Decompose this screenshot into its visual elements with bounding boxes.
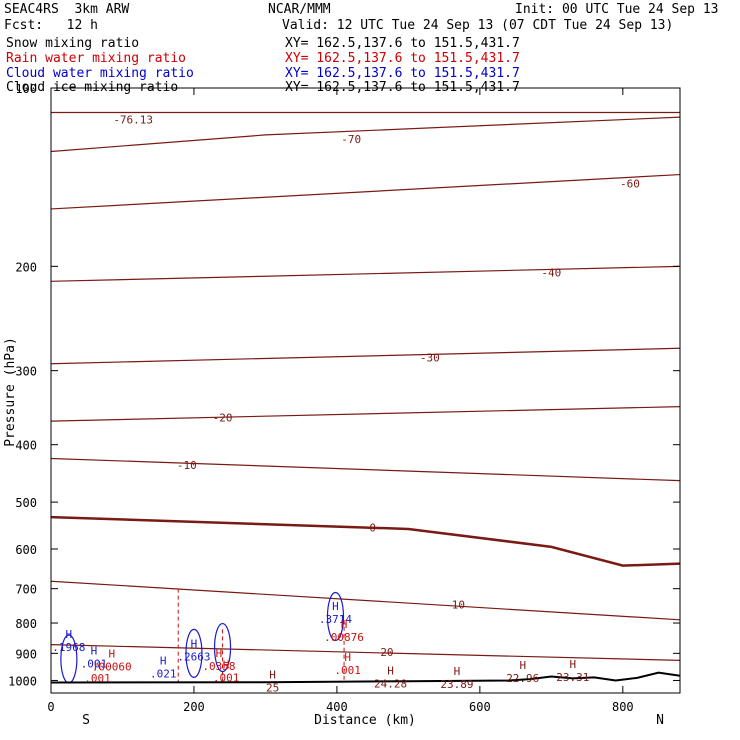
isotherm-line — [50, 347, 681, 365]
cloud-water-contour — [185, 628, 203, 678]
cloud-water-contour — [326, 591, 345, 642]
max-marker-h: H — [91, 644, 98, 657]
rain-contours — [177, 588, 345, 682]
max-marker-value: .00876 — [324, 631, 364, 644]
max-marker-h: H — [160, 655, 167, 668]
y-tick-label: 900 — [15, 647, 37, 661]
terrain-line — [50, 671, 681, 684]
y-tick-label: 800 — [15, 617, 37, 631]
isotherm-line — [50, 644, 681, 661]
cloud-water-contour — [213, 622, 232, 673]
max-marker-h: H — [108, 647, 115, 660]
max-marker-value: 25 — [266, 681, 279, 694]
isotherm-line — [50, 457, 681, 482]
isotherm-line — [50, 406, 681, 422]
max-marker-h: H — [216, 647, 223, 660]
model-title: SEAC4RS 3km ARW — [4, 2, 130, 17]
contour-label: -60 — [620, 178, 640, 191]
y-axis-label: Pressure (hPa) — [3, 337, 18, 447]
max-marker-value: 22.96 — [506, 672, 539, 685]
max-marker-h: H — [332, 600, 339, 613]
contour-labels: -76.13 -70 -60 -40 -30 -20 -10 0 10 20 — [113, 113, 640, 658]
field-xy-snow: XY= 162.5,137.6 to 151.5,431.7 — [285, 36, 520, 51]
max-marker-value: .001 — [81, 657, 108, 670]
max-marker-value: .0358 — [202, 660, 235, 673]
max-marker-value: 24.28 — [374, 677, 407, 690]
max-marker-h: H — [341, 618, 348, 631]
max-marker-value: .00060 — [92, 660, 132, 673]
isotherm-line — [50, 515, 681, 567]
init-time: Init: 00 UTC Tue 24 Sep 13 — [515, 2, 719, 17]
x-axis-label: Distance (km) — [314, 713, 416, 728]
x-tick-label: 400 — [326, 700, 348, 714]
max-marker-value: .001 — [213, 672, 240, 685]
x-axis-end-label: N — [656, 713, 664, 728]
y-tick-label: 100 — [15, 82, 37, 96]
contour-label: -20 — [213, 412, 233, 425]
field-xy-cloud-water: XY= 162.5,137.6 to 151.5,431.7 — [285, 66, 520, 81]
organization: NCAR/MMM — [268, 2, 331, 17]
y-tick-label: 700 — [15, 583, 37, 597]
max-marker-h: H — [454, 665, 461, 678]
field-xy-rain: XY= 162.5,137.6 to 151.5,431.7 — [285, 51, 520, 66]
max-marker-value: .3714 — [319, 613, 352, 626]
x-axis-start-label: S — [82, 713, 90, 728]
y-tick-label: 600 — [15, 543, 37, 557]
max-marker-value: 23.31 — [556, 671, 589, 684]
max-marker-h: H — [519, 659, 526, 672]
cloud-water-contours — [60, 591, 345, 684]
field-label-snow: Snow mixing ratio — [6, 36, 140, 51]
max-marker-h: H — [387, 664, 394, 677]
max-marker-h: H — [66, 628, 73, 641]
max-marker-value: .001 — [334, 664, 361, 677]
y-tick-label: 300 — [15, 365, 37, 379]
contour-label: 20 — [380, 646, 393, 659]
contour-label: -30 — [420, 351, 440, 364]
max-marker-h: H — [223, 659, 230, 672]
max-marker-value: .2663 — [177, 650, 210, 663]
temperature-isotherms — [50, 111, 681, 661]
x-tick-label: 0 — [47, 700, 54, 714]
contour-label: 0 — [369, 522, 376, 535]
max-marker-h: H — [569, 658, 576, 671]
contour-label: -40 — [541, 267, 561, 280]
max-marker-h: H — [344, 651, 351, 664]
max-marker-value: .001 — [84, 672, 111, 685]
field-label-cloud-water: Cloud water mixing ratio — [6, 66, 194, 81]
x-tick-label: 200 — [183, 700, 205, 714]
y-tick-label: 200 — [15, 260, 37, 274]
isotherm-line — [50, 265, 681, 282]
x-tick-label: 800 — [612, 700, 634, 714]
y-tick-label: 1000 — [8, 674, 37, 688]
max-marker-value: .1968 — [52, 641, 85, 654]
max-marker-h: H — [269, 668, 276, 681]
forecast-hour: Fcst: 12 h — [4, 18, 98, 33]
max-marker-value: .021 — [150, 668, 177, 681]
max-marker-value: 23.89 — [440, 678, 473, 691]
isotherm-line — [50, 580, 681, 621]
contour-label: -70 — [341, 133, 361, 146]
contour-label: -76.13 — [113, 113, 153, 126]
x-tick-label: 600 — [469, 700, 491, 714]
max-marker-h: H — [191, 637, 198, 650]
contour-label: 10 — [452, 599, 465, 612]
contour-label: -10 — [177, 459, 197, 472]
terrain-outline — [50, 671, 681, 684]
max-marker-h: H — [94, 659, 101, 672]
plot-frame — [50, 87, 681, 694]
field-label-rain: Rain water mixing ratio — [6, 51, 187, 66]
isotherm-line — [50, 116, 681, 153]
y-tick-label: 500 — [15, 496, 37, 510]
valid-time: Valid: 12 UTC Tue 24 Sep 13 (07 CDT Tue … — [282, 18, 674, 33]
isotherm-line — [50, 173, 681, 210]
y-tick-label: 400 — [15, 439, 37, 453]
